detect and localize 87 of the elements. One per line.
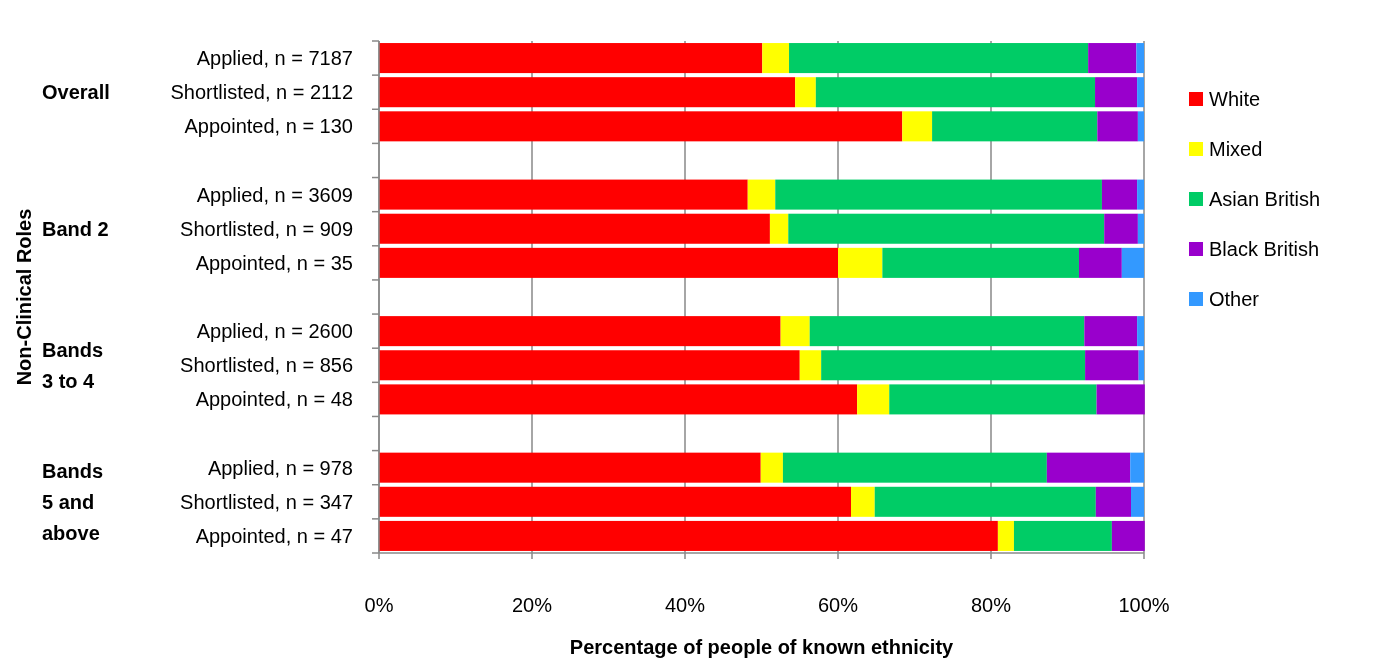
legend-label: Mixed xyxy=(1209,138,1263,160)
bar xyxy=(1046,452,1131,483)
bar xyxy=(857,384,890,415)
bar xyxy=(821,350,1086,381)
x-tick-label: 40% xyxy=(664,594,706,616)
bar xyxy=(379,213,770,244)
bar xyxy=(1138,350,1145,381)
bar xyxy=(1137,316,1144,347)
y-tick-label: Applied, n = 3609 xyxy=(196,183,353,206)
bar xyxy=(874,486,1096,517)
bar xyxy=(1013,520,1112,551)
bar xyxy=(997,520,1014,551)
legend-label: White xyxy=(1209,88,1261,110)
bar xyxy=(379,520,998,551)
bar xyxy=(838,247,883,278)
bar xyxy=(379,179,748,210)
bar xyxy=(379,486,852,517)
bar xyxy=(1130,452,1144,483)
bar xyxy=(1137,77,1144,108)
y-tick-label: Appointed, n = 130 xyxy=(184,115,353,138)
bar xyxy=(762,43,790,74)
x-tick-label: 60% xyxy=(817,594,859,616)
x-tick-label: 20% xyxy=(511,594,553,616)
bar xyxy=(932,111,1098,142)
bar xyxy=(1097,111,1138,142)
x-axis-title: Percentage of people of known ethnicity xyxy=(569,636,955,658)
text: Bands 3 to 4 xyxy=(42,338,104,392)
bar xyxy=(815,77,1096,108)
legend-label: Black British xyxy=(1209,238,1320,260)
x-tick-label: 0% xyxy=(364,594,394,616)
bar xyxy=(760,452,783,483)
bar xyxy=(889,384,1097,415)
x-tick-label: 100% xyxy=(1118,594,1170,616)
bar xyxy=(379,350,800,381)
y-tick-label: Shortlisted, n = 909 xyxy=(180,217,353,240)
bar xyxy=(902,111,933,142)
y-tick-label: Applied, n = 978 xyxy=(207,456,353,479)
bar xyxy=(775,179,1102,210)
y-tick-label: Applied, n = 7187 xyxy=(196,47,353,70)
legend-label: Asian British xyxy=(1209,188,1321,210)
bar xyxy=(1095,77,1138,108)
bar xyxy=(782,452,1047,483)
text: Non-Clinical Roles xyxy=(13,208,35,386)
bar xyxy=(1121,247,1144,278)
bar xyxy=(1111,520,1145,551)
legend-label: Other xyxy=(1209,288,1260,310)
text: Bands 5 and above xyxy=(42,459,104,544)
bar xyxy=(1136,43,1144,74)
bar xyxy=(1104,213,1138,244)
bar xyxy=(795,77,816,108)
bar xyxy=(747,179,776,210)
bar xyxy=(1095,486,1131,517)
bar xyxy=(1137,213,1144,244)
bar xyxy=(799,350,822,381)
y-tick-label: Shortlisted, n = 856 xyxy=(180,354,353,377)
bar xyxy=(882,247,1079,278)
bar xyxy=(769,213,789,244)
bar xyxy=(1137,111,1144,142)
bar xyxy=(1096,384,1145,415)
text: Overall xyxy=(42,81,110,104)
bar xyxy=(1078,247,1122,278)
bar xyxy=(1085,350,1139,381)
bar xyxy=(379,77,796,108)
bar xyxy=(379,452,761,483)
y-tick-label: Appointed, n = 35 xyxy=(195,251,353,274)
y-tick-label: Shortlisted, n = 2112 xyxy=(170,81,353,104)
bar xyxy=(1130,486,1144,517)
bar xyxy=(1137,179,1144,210)
bar xyxy=(379,384,858,415)
y-tick-label: Shortlisted, n = 347 xyxy=(180,490,353,513)
bar xyxy=(379,43,763,74)
bar xyxy=(379,247,838,278)
bar xyxy=(851,486,875,517)
bar xyxy=(789,43,1089,74)
bar xyxy=(788,213,1105,244)
x-tick-label: 80% xyxy=(970,594,1012,616)
bar xyxy=(780,316,810,347)
y-tick-label: Appointed, n = 47 xyxy=(195,524,353,547)
bar xyxy=(1101,179,1138,210)
y-tick-label: Applied, n = 2600 xyxy=(196,320,353,343)
y-tick-label: Appointed, n = 48 xyxy=(195,388,353,411)
text: Band 2 xyxy=(42,217,109,240)
bar xyxy=(379,316,781,347)
bar xyxy=(1088,43,1137,74)
bar xyxy=(1084,316,1138,347)
bar xyxy=(379,111,903,142)
bar xyxy=(809,316,1085,347)
